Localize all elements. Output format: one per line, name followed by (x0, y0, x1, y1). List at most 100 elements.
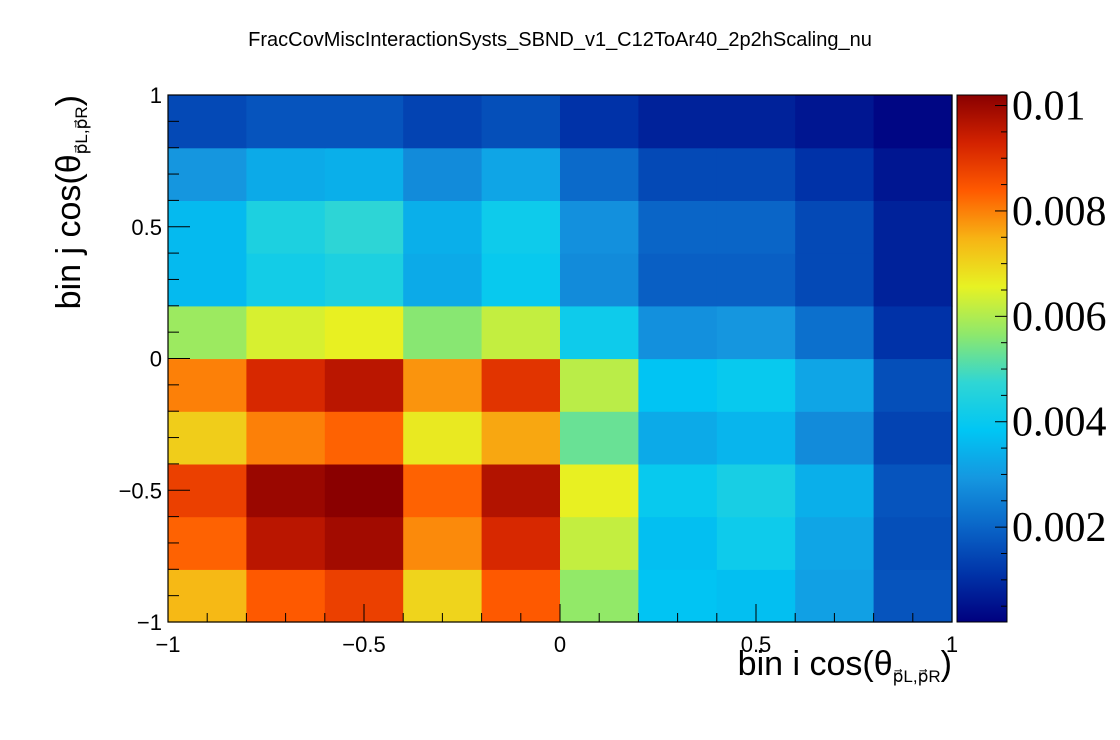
heatmap-cell (246, 358, 326, 412)
heatmap-cell (795, 516, 875, 570)
axes: −1 −0.5 0 0.5 1 −1 −0.5 0 0.5 1 (119, 83, 959, 657)
x-tick-label: 0 (554, 632, 566, 657)
heatmap-cell (246, 305, 326, 360)
heatmap-cell (873, 147, 953, 201)
heatmap-cell (795, 463, 875, 518)
y-axis-ticks: −1 −0.5 0 0.5 1 (119, 83, 190, 635)
heatmap-cell (795, 411, 875, 465)
heatmap-cell (716, 463, 796, 518)
heatmap-cell (246, 147, 326, 201)
heatmap-cell (795, 200, 875, 254)
y-axis-label-prefix: bin j cos(θ (50, 154, 88, 309)
heatmap-cell (795, 305, 875, 360)
heatmap-cell (246, 200, 326, 254)
y-axis-label: bin j cos(θp⃗L,p⃗R) (50, 95, 91, 309)
heatmap-cell (795, 358, 875, 412)
heatmap-cell (403, 358, 483, 412)
heatmap-cell (638, 305, 718, 360)
heatmap-cell (795, 95, 875, 149)
heatmap-cell (716, 200, 796, 254)
heatmap-cell (560, 411, 639, 465)
heatmap-cell (716, 253, 796, 307)
heatmap-cell (873, 200, 953, 254)
colorbar-tick-label: 0.004 (1012, 400, 1107, 446)
heatmap-cell (246, 253, 326, 307)
colorbar-gradient (956, 94, 1008, 623)
colorbar-tick-label: 0.002 (1012, 505, 1107, 551)
heatmap-cell (481, 95, 561, 149)
heatmap-cell (873, 516, 953, 570)
heatmap-cell (481, 200, 561, 254)
heatmap-cell (324, 95, 404, 149)
heatmap-cell (638, 358, 718, 412)
heatmap-cell (481, 253, 561, 307)
heatmap-cell (560, 358, 639, 412)
y-tick-label: 1 (150, 83, 162, 108)
heatmap-cell (795, 253, 875, 307)
heatmap-cell (324, 463, 404, 518)
heatmap-cell (638, 516, 718, 570)
heatmap-cell (246, 516, 326, 570)
heatmap-cell (716, 411, 796, 465)
heatmap-cell (324, 253, 404, 307)
heatmap-cell (481, 305, 561, 360)
x-axis-label-prefix: bin i cos(θ (738, 645, 893, 683)
y-tick-label: 0 (150, 347, 162, 372)
heatmap-cell (716, 358, 796, 412)
heatmap-cell (873, 253, 953, 307)
heatmap-cell (873, 463, 953, 518)
heatmap-cell (638, 463, 718, 518)
heatmap-cell (560, 200, 639, 254)
heatmap-cell (560, 463, 639, 518)
heatmap-cell (403, 200, 483, 254)
colorbar: 0.002 0.004 0.006 0.008 0.01 (956, 84, 1107, 623)
heatmap-cell (873, 95, 953, 149)
heatmap-cells (168, 95, 953, 623)
heatmap-cell (324, 147, 404, 201)
colorbar-tick-label: 0.006 (1012, 294, 1107, 340)
heatmap-cell (168, 147, 247, 201)
colorbar-tick-label: 0.008 (1012, 189, 1107, 235)
x-axis-label-suffix: ) (941, 645, 952, 683)
heatmap-cell (403, 147, 483, 201)
heatmap-cell (324, 411, 404, 465)
y-axis-label-subscript: p⃗L,p⃗R (72, 106, 91, 154)
heatmap-cell (168, 411, 247, 465)
heatmap-cell (403, 411, 483, 465)
y-tick-label: −1 (137, 610, 162, 635)
chart-title: FracCovMiscInteractionSysts_SBND_v1_C12T… (248, 29, 872, 51)
heatmap-cell (560, 516, 639, 570)
heatmap-cell (638, 147, 718, 201)
heatmap-cell (481, 516, 561, 570)
heatmap-cell (403, 253, 483, 307)
heatmap-cell (481, 147, 561, 201)
heatmap-cell (403, 463, 483, 518)
heatmap-cell (481, 411, 561, 465)
heatmap-cell (795, 147, 875, 201)
colorbar-tick-label: 0.01 (1012, 84, 1086, 130)
heatmap-cell (168, 358, 247, 412)
heatmap-cell (403, 305, 483, 360)
heatmap-cell (246, 95, 326, 149)
heatmap-cell (403, 95, 483, 149)
heatmap-cell (246, 411, 326, 465)
heatmap-cell (873, 411, 953, 465)
colorbar-ticks: 0.002 0.004 0.006 0.008 0.01 (995, 84, 1107, 607)
heatmap-cell (324, 200, 404, 254)
heatmap-cell (638, 411, 718, 465)
heatmap-cell (560, 253, 639, 307)
x-tick-label: 1 (946, 632, 958, 657)
heatmap-cell (638, 200, 718, 254)
heatmap-cell (560, 305, 639, 360)
heatmap-cell (873, 358, 953, 412)
heatmap-cell (638, 253, 718, 307)
heatmap-cell (560, 95, 639, 149)
heatmap-cell (168, 305, 247, 360)
x-tick-label: −1 (155, 632, 180, 657)
heatmap-cell (403, 516, 483, 570)
x-tick-label: 0.5 (741, 632, 772, 657)
heatmap-cell (638, 95, 718, 149)
heatmap-cell (324, 305, 404, 360)
heatmap-cell (324, 516, 404, 570)
heatmap-cell (168, 253, 247, 307)
